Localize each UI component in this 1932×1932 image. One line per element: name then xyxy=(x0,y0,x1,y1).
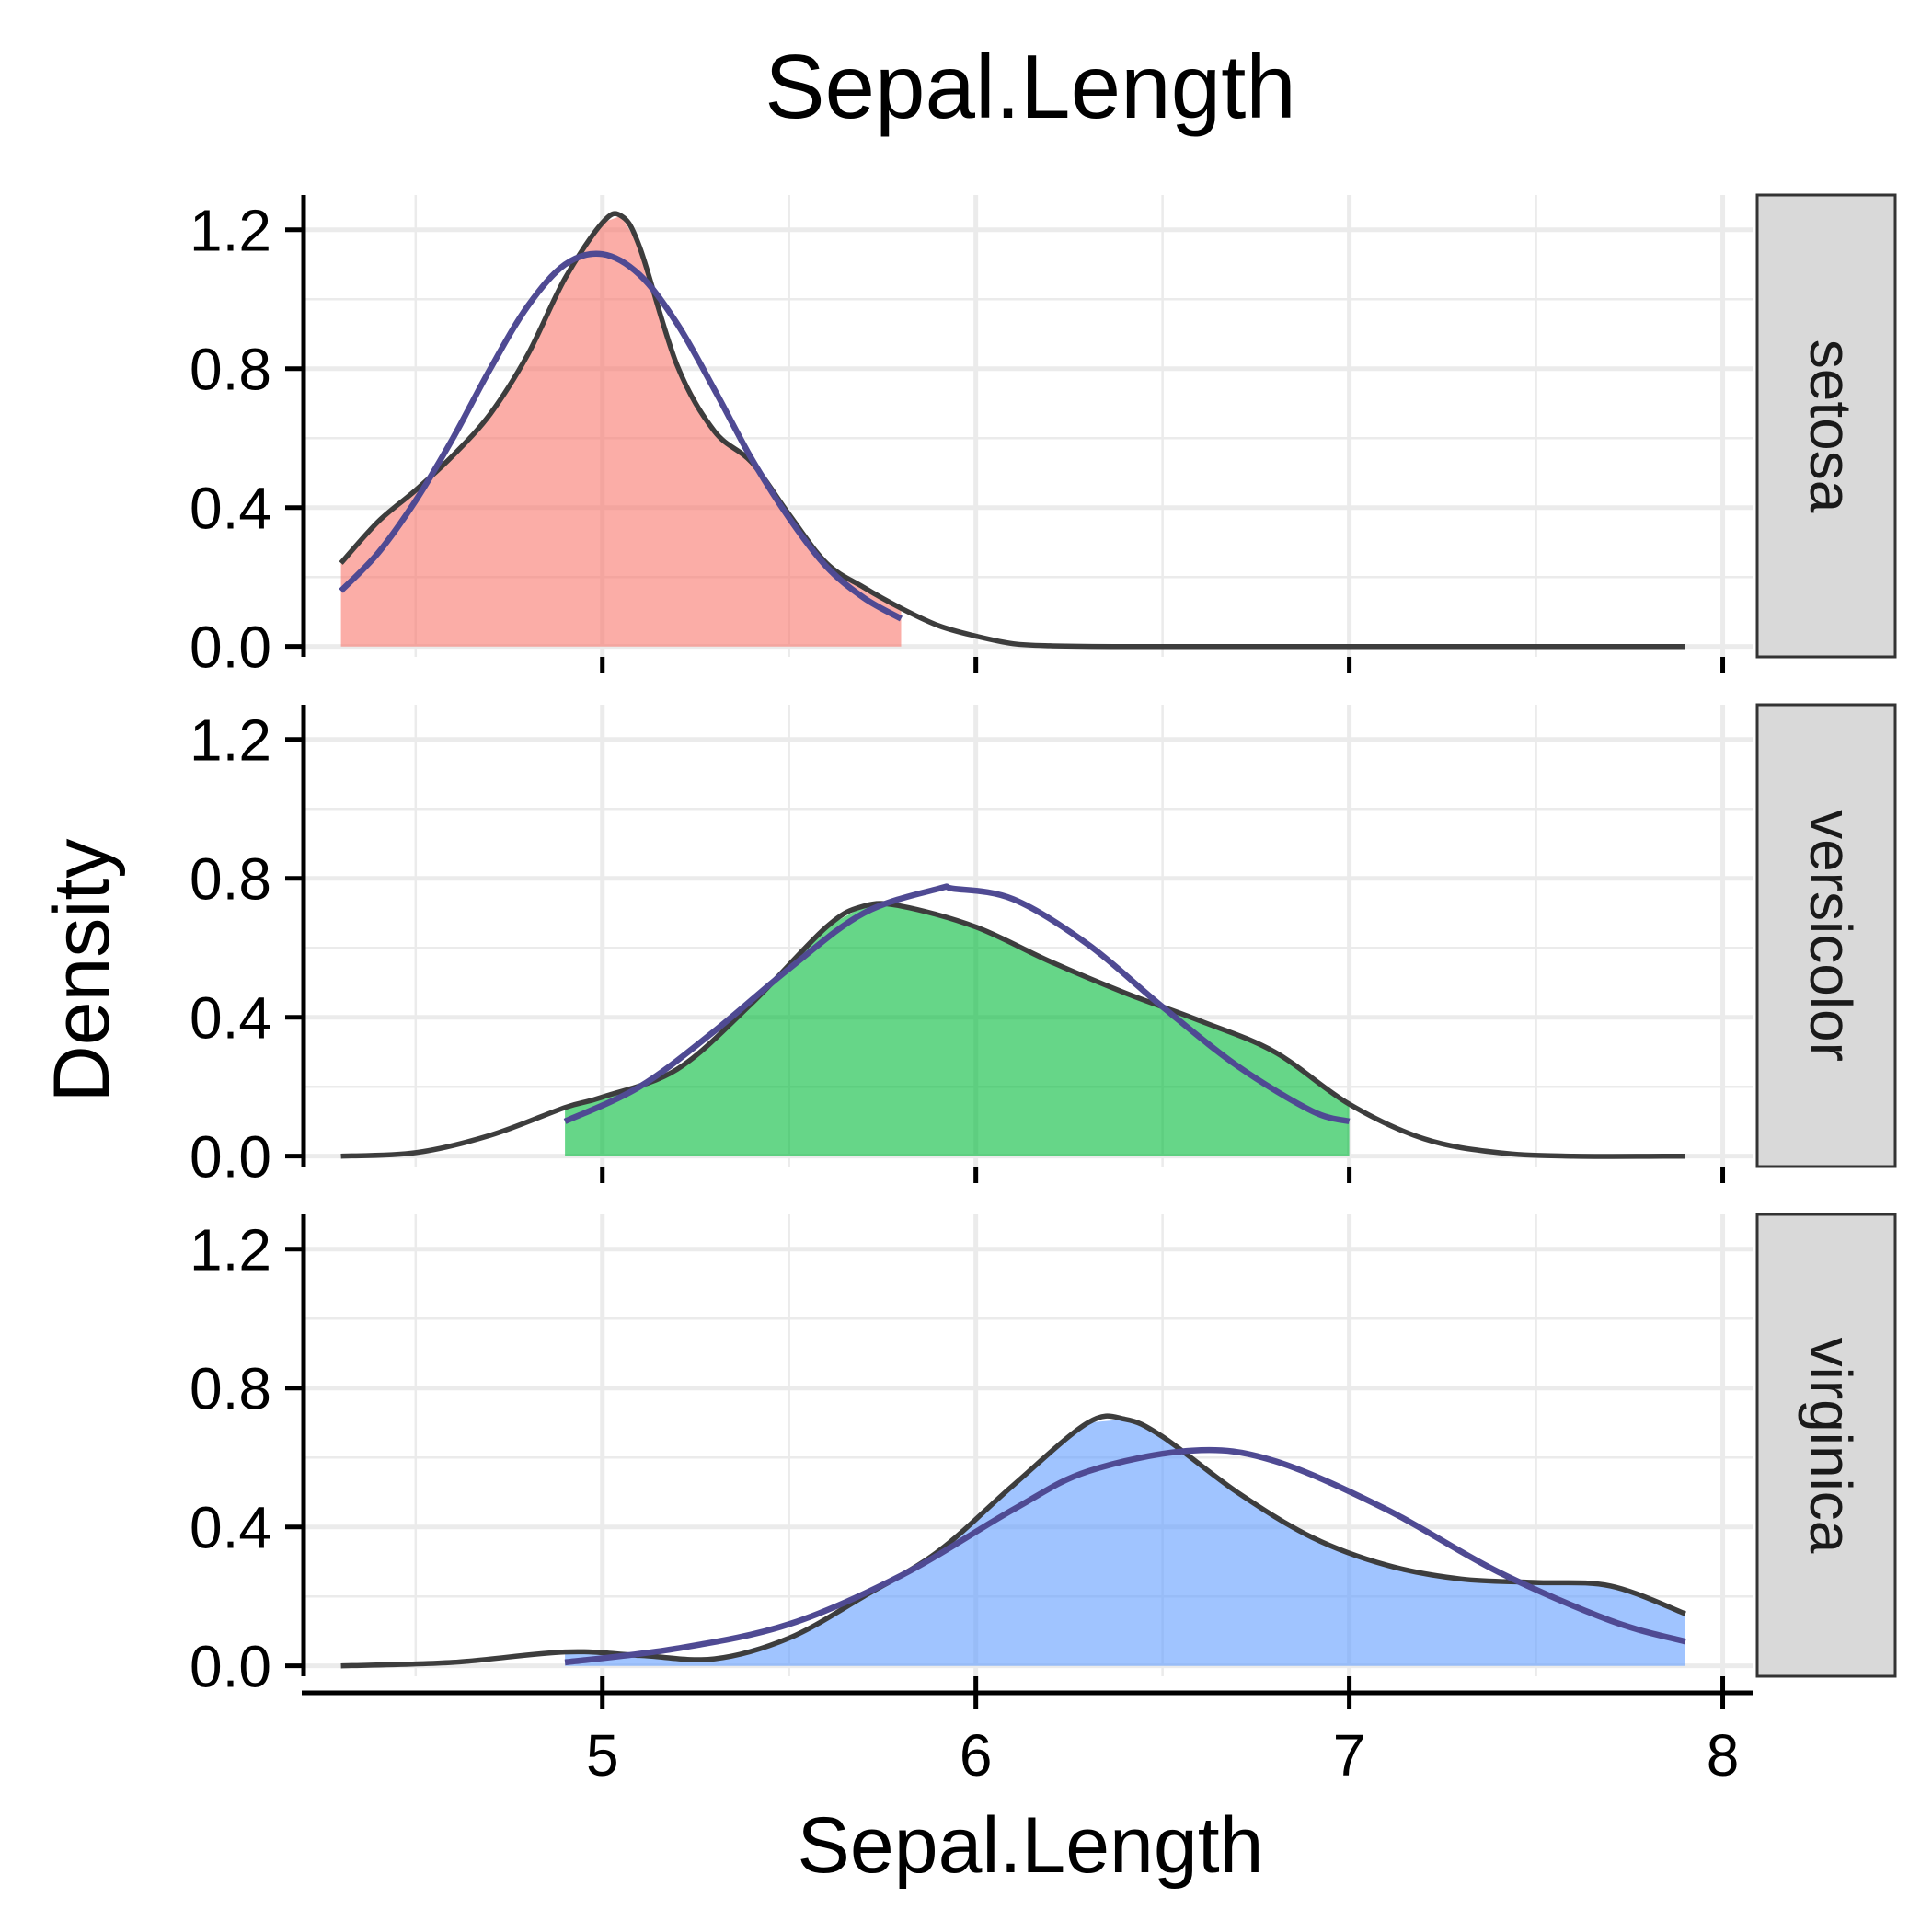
y-tick-label: 1.2 xyxy=(190,1217,271,1283)
y-tick-label: 0.4 xyxy=(190,1495,271,1561)
y-tick-label: 0.8 xyxy=(190,337,271,403)
facet-strip-versicolor xyxy=(1755,703,1897,1168)
y-tick-label: 0.4 xyxy=(190,476,271,542)
facet-strip-setosa xyxy=(1755,193,1897,659)
x-axis-title: Sepal.Length xyxy=(798,1801,1264,1890)
facet-panel-virginica: 0.0 0.4 0.8 1.2 virginica xyxy=(190,1213,1897,1700)
density-line-versicolor xyxy=(340,901,1685,1159)
facet-strip-virginica xyxy=(1755,1213,1897,1678)
density-area-virginica xyxy=(565,1419,1685,1666)
x-tick-label: 5 xyxy=(586,1722,619,1788)
y-tick-label: 0.4 xyxy=(190,985,271,1052)
y-tick-label: 1.2 xyxy=(190,198,271,264)
facet-panel-versicolor: 0.0 0.4 0.8 1.2 versicolor xyxy=(190,703,1897,1190)
normal-fit-line-versicolor xyxy=(563,883,1351,1125)
normal-fit-line-setosa xyxy=(339,250,903,622)
x-tick-label: 7 xyxy=(1333,1722,1366,1788)
facet-panels: 0.0 0.4 0.8 1.2 setosa 0.0 0.4 0.8 1.2 versicolor… xyxy=(190,193,1897,1788)
y-tick-label: 0.0 xyxy=(190,1634,271,1700)
density-area-setosa xyxy=(340,215,902,647)
facet-strip-label: virginica xyxy=(1798,1338,1864,1554)
y-tick-label: 0.0 xyxy=(190,615,271,681)
normal-fit-line-virginica xyxy=(564,1446,1686,1666)
facet-strip-label: setosa xyxy=(1798,339,1864,513)
y-tick-label: 0.8 xyxy=(190,1356,271,1422)
y-tick-label: 1.2 xyxy=(190,707,271,774)
x-tick-label: 6 xyxy=(960,1722,993,1788)
chart-title: Sepal.Length xyxy=(765,36,1296,137)
density-area-versicolor xyxy=(565,905,1350,1156)
y-axis-title: Density xyxy=(38,839,126,1103)
facet-panel-setosa: 0.0 0.4 0.8 1.2 setosa xyxy=(190,193,1897,681)
x-tick-label: 8 xyxy=(1707,1722,1740,1788)
y-tick-label: 0.8 xyxy=(190,846,271,913)
facet-strip-label: versicolor xyxy=(1798,810,1864,1062)
y-tick-label: 0.0 xyxy=(190,1124,271,1190)
